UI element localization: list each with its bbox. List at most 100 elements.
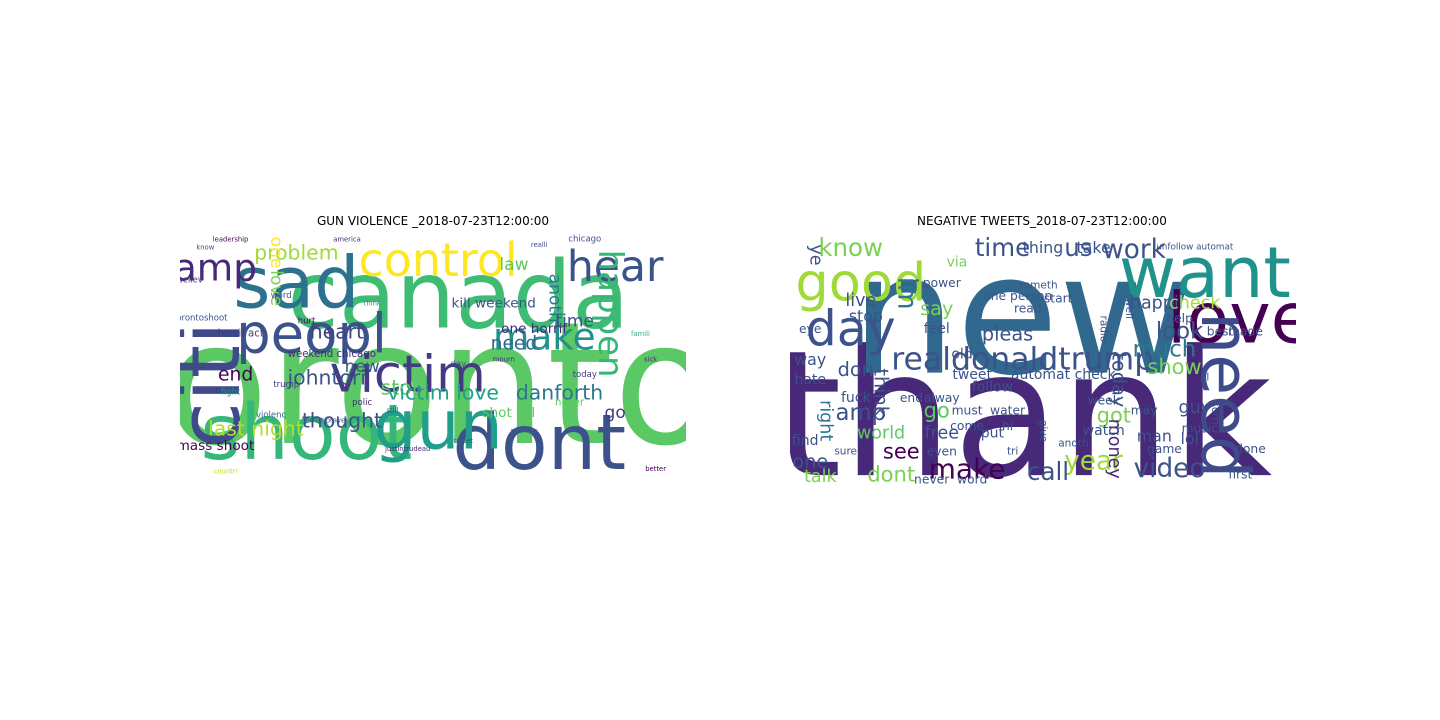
word-1-55: find bbox=[792, 433, 819, 449]
word-0-47: think bbox=[364, 299, 381, 307]
word-1-87: ill bbox=[1201, 371, 1210, 383]
word-0-54: premier bbox=[511, 427, 538, 435]
word-0-10: hear bbox=[567, 243, 664, 292]
word-1-0: thank bbox=[790, 314, 1272, 487]
word-1-1: new bbox=[851, 232, 1195, 413]
word-0-23: end bbox=[218, 364, 253, 385]
word-1-33: world bbox=[857, 423, 905, 443]
word-0-48: still bbox=[387, 407, 399, 415]
word-0-24: love bbox=[266, 270, 286, 306]
word-0-62: sick bbox=[644, 356, 657, 364]
word-0-35: weekend chicago bbox=[288, 349, 376, 360]
word-1-70: power bbox=[923, 276, 962, 290]
word-1-43: guy bbox=[1179, 398, 1212, 418]
word-1-46: follow bbox=[972, 380, 1013, 396]
word-0-30: go bbox=[605, 403, 626, 423]
word-0-58: better bbox=[645, 465, 666, 473]
word-0-41: chicago bbox=[568, 235, 601, 245]
word-1-61: must bbox=[952, 404, 983, 418]
word-1-4: need bbox=[1186, 312, 1264, 478]
word-0-14: problem bbox=[254, 240, 338, 264]
word-1-76: game bbox=[1147, 442, 1182, 456]
word-1-27: say bbox=[920, 297, 953, 320]
word-1-48: tweet bbox=[952, 367, 992, 383]
word-0-32: kill weekend bbox=[452, 295, 536, 311]
word-0-18: johntori bbox=[286, 365, 366, 389]
word-0-5: sad bbox=[233, 242, 359, 325]
word-1-84: give bbox=[1037, 420, 1049, 442]
word-1-89: well bbox=[1123, 298, 1135, 319]
word-1-36: ye bbox=[805, 244, 825, 265]
word-1-44: lol bbox=[1181, 429, 1199, 448]
word-0-13: happen bbox=[590, 250, 630, 378]
word-0-46: word bbox=[271, 291, 292, 301]
word-0-21: danforth bbox=[516, 381, 603, 405]
word-0-56: justintrudeau bbox=[384, 445, 430, 453]
word-0-36: horrif act bbox=[218, 329, 264, 340]
word-0-49: polic bbox=[352, 398, 372, 408]
word-1-17: much bbox=[1133, 336, 1197, 362]
word-0-12: make bbox=[493, 315, 596, 359]
word-1-60: come bbox=[950, 419, 984, 433]
word-0-6: gun bbox=[373, 386, 502, 465]
word-1-24: dont bbox=[867, 462, 915, 486]
word-1-37: live bbox=[845, 291, 876, 311]
word-1-78: best bbox=[1207, 324, 1234, 338]
word-1-11: time bbox=[975, 233, 1030, 262]
word-1-9: im bbox=[891, 277, 921, 310]
word-1-80: help bbox=[1166, 312, 1193, 326]
word-1-31: one bbox=[792, 450, 828, 473]
word-0-0: toronto bbox=[180, 286, 686, 484]
word-1-67: start bbox=[1044, 291, 1073, 305]
word-1-64: end bbox=[900, 391, 923, 405]
word-1-28: pleas bbox=[982, 323, 1033, 346]
word-0-34: shot kill bbox=[482, 405, 535, 421]
word-1-69: read bbox=[1014, 302, 1042, 316]
word-0-31: mass shoot bbox=[180, 438, 254, 454]
word-0-26: new bbox=[345, 357, 380, 377]
word-1-42: check bbox=[1169, 293, 1221, 313]
word-0-16: last night bbox=[208, 416, 304, 440]
word-1-32: talk bbox=[804, 467, 837, 487]
word-1-75: music bbox=[1182, 421, 1218, 435]
word-1-62: water bbox=[990, 404, 1026, 418]
word-1-26: think bbox=[870, 368, 893, 417]
word-0-11: amp bbox=[180, 246, 257, 290]
word-0-8: victim bbox=[330, 345, 486, 404]
word-0-44: violenc bbox=[256, 411, 287, 421]
word-1-68: someth bbox=[1018, 280, 1057, 292]
word-0-42: trump bbox=[273, 380, 299, 390]
word-1-56: even bbox=[927, 444, 957, 458]
word-1-23: amp bbox=[836, 400, 887, 426]
word-1-82: sorri bbox=[1209, 401, 1221, 424]
word-1-40: take bbox=[1077, 238, 1111, 257]
word-0-3: dont bbox=[452, 399, 626, 487]
word-0-61: famili bbox=[631, 330, 650, 338]
word-1-18: look bbox=[1156, 318, 1204, 344]
word-1-66: hi bbox=[1002, 419, 1013, 433]
word-1-59: put bbox=[981, 425, 1005, 441]
word-1-79: made bbox=[1228, 324, 1263, 338]
word-1-12: us bbox=[1064, 233, 1092, 262]
word-0-25: one bbox=[266, 237, 286, 269]
word-1-53: fuck bbox=[841, 390, 871, 406]
word-0-33: one horrif bbox=[501, 321, 568, 337]
word-1-25: don bbox=[838, 358, 874, 381]
word-1-86: unfollow automat bbox=[1156, 242, 1234, 252]
left-chart-title: GUN VIOLENCE _2018-07-23T12:00:00 bbox=[316, 214, 550, 228]
word-1-54: eye bbox=[799, 322, 821, 336]
word-0-39: leadership bbox=[213, 236, 249, 244]
word-1-13: make bbox=[929, 453, 1006, 486]
word-1-2: want bbox=[1119, 232, 1291, 314]
word-1-74: may bbox=[1131, 404, 1158, 418]
word-0-50: never bbox=[555, 397, 585, 408]
word-0-20: victim love bbox=[387, 381, 499, 405]
word-1-81: first bbox=[1228, 467, 1252, 481]
word-1-10: know bbox=[818, 233, 883, 262]
word-1-52: hate bbox=[794, 372, 826, 388]
word-1-85: radio bbox=[1098, 316, 1110, 343]
word-1-16: call bbox=[1027, 457, 1069, 486]
word-1-30: money bbox=[1104, 419, 1124, 479]
word-1-8: work bbox=[1102, 235, 1166, 265]
word-1-49: via bbox=[947, 255, 968, 271]
